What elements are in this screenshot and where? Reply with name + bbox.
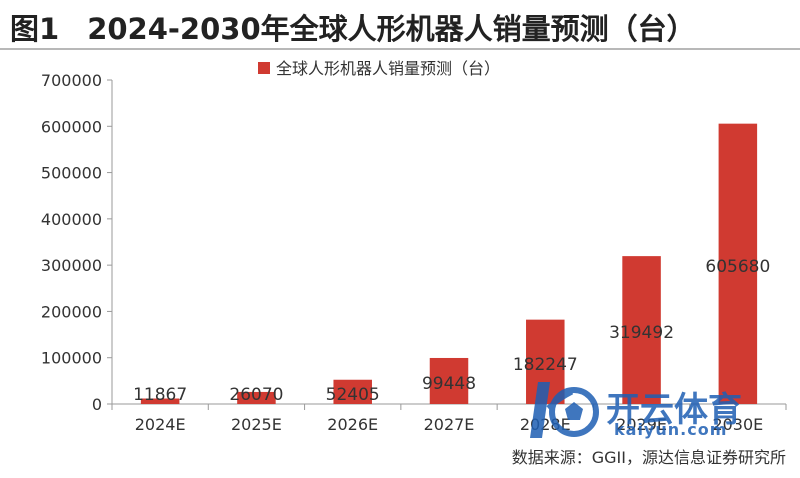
data-label: 319492 xyxy=(609,323,674,343)
data-label: 52405 xyxy=(326,385,380,405)
y-tick-label: 100000 xyxy=(41,349,102,368)
bar xyxy=(140,398,180,404)
x-tick-label: 2029E xyxy=(616,415,667,434)
x-tick-label: 2027E xyxy=(424,415,475,434)
y-tick-label: 300000 xyxy=(41,256,102,275)
y-tick-label: 500000 xyxy=(41,164,102,183)
legend-swatch xyxy=(258,62,270,74)
y-tick-label: 200000 xyxy=(41,302,102,321)
title-divider xyxy=(0,48,800,50)
legend-label: 全球人形机器人销量预测（台） xyxy=(276,59,500,78)
data-label: 26070 xyxy=(229,385,283,405)
watermark-url: kaiyun.com xyxy=(614,420,728,439)
x-tick-label: 2025E xyxy=(231,415,282,434)
data-label: 99448 xyxy=(422,374,476,394)
data-label: 605680 xyxy=(705,257,770,277)
bar xyxy=(237,391,276,404)
figure-title-text: 2024-2030年全球人形机器人销量预测（台） xyxy=(87,12,696,46)
x-tick-label: 2030E xyxy=(712,415,763,434)
figure-number: 图1 xyxy=(10,12,60,46)
figure-title: 图1 2024-2030年全球人形机器人销量预测（台） xyxy=(10,6,790,46)
bar xyxy=(333,379,372,404)
watermark: 开云体育 kaiyun.com xyxy=(510,378,780,442)
data-label: 11867 xyxy=(133,385,187,405)
y-tick-label: 0 xyxy=(92,395,102,414)
x-tick-label: 2024E xyxy=(135,415,186,434)
bar xyxy=(718,123,758,405)
y-tick-label: 600000 xyxy=(41,117,102,136)
bar xyxy=(429,357,469,404)
y-tick-label: 700000 xyxy=(41,71,102,90)
bar xyxy=(622,256,661,404)
data-label: 182247 xyxy=(513,355,578,375)
source-note: 数据来源：GGII，源达信息证券研究所 xyxy=(511,448,786,467)
bar-chart: 0 100000 200000 300000 400000 500000 600000 700… xyxy=(41,59,787,434)
soccer-ball-k-logo-icon xyxy=(530,382,599,438)
watermark-text: 开云体育 xyxy=(606,390,742,430)
y-tick-label: 400000 xyxy=(41,210,102,229)
x-tick-label: 2026E xyxy=(327,415,378,434)
